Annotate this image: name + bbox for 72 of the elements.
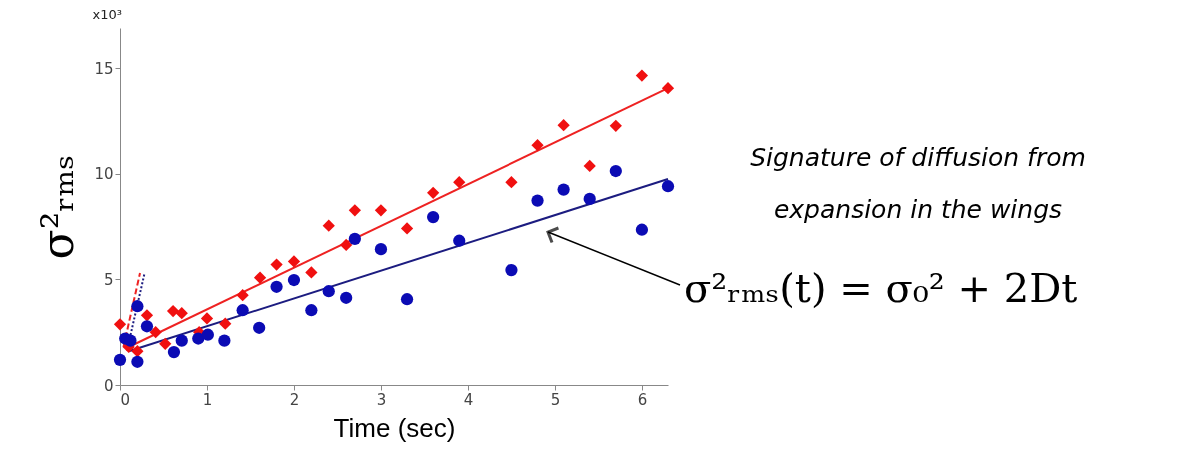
point	[427, 186, 440, 199]
point	[400, 293, 414, 306]
point	[270, 280, 283, 293]
point	[583, 159, 596, 173]
point	[270, 258, 283, 271]
point	[635, 223, 649, 236]
point	[348, 204, 361, 217]
point	[140, 320, 154, 333]
point	[557, 183, 570, 196]
point	[166, 304, 180, 318]
point	[218, 334, 231, 347]
point	[175, 334, 188, 347]
point	[340, 291, 353, 304]
point	[149, 326, 162, 339]
point	[131, 300, 144, 313]
point	[140, 309, 154, 322]
point	[374, 204, 388, 217]
point	[661, 82, 675, 95]
point	[505, 176, 518, 189]
point	[505, 263, 518, 277]
point	[253, 271, 267, 284]
point	[322, 219, 335, 232]
point	[635, 69, 649, 82]
x-tick-label: 4	[463, 390, 474, 409]
point	[253, 321, 266, 334]
point	[322, 285, 335, 298]
x-tick-label: 6	[637, 390, 648, 409]
y-tick-label: 0	[103, 376, 114, 395]
x-tick-label: 0	[120, 390, 131, 409]
point	[287, 255, 301, 268]
point	[531, 194, 544, 207]
point	[113, 353, 127, 366]
point	[557, 119, 570, 132]
point	[113, 318, 127, 331]
point	[583, 192, 596, 206]
x-tick-label: 1	[202, 390, 213, 409]
point	[305, 266, 318, 279]
x-tick-label: 2	[289, 390, 300, 409]
point	[453, 234, 466, 247]
point	[531, 139, 544, 152]
y-tick-label: 10	[94, 165, 114, 184]
point	[400, 222, 414, 235]
point	[427, 210, 440, 224]
text: Signature of diffusion from expansion in the wings	[750, 143, 1086, 224]
y-axis-title: σ²ᵣₘₛ	[32, 154, 84, 260]
point	[305, 304, 318, 317]
x-tick-label: 5	[550, 390, 561, 409]
y-tick-label: 5	[103, 270, 114, 289]
point	[219, 317, 232, 330]
point	[124, 334, 137, 347]
point	[200, 312, 214, 325]
text: x10³	[92, 7, 122, 22]
x-axis-title: Time (sec)	[333, 412, 456, 443]
point	[348, 232, 361, 245]
point	[453, 176, 466, 189]
point	[661, 180, 675, 193]
point	[159, 337, 172, 350]
point	[175, 307, 188, 320]
point	[287, 273, 301, 287]
text: σ²ᵣₘₛ(t) = σ₀² + 2Dt	[684, 265, 1078, 311]
point	[374, 243, 388, 256]
point	[236, 304, 249, 317]
x-tick-label: 3	[376, 390, 387, 409]
point	[192, 332, 205, 345]
point	[340, 238, 353, 252]
point	[609, 164, 622, 178]
y-tick-label: 15	[94, 59, 114, 78]
point	[167, 345, 181, 359]
point	[236, 289, 249, 302]
point	[609, 119, 622, 132]
point	[131, 355, 144, 368]
point	[201, 328, 214, 341]
